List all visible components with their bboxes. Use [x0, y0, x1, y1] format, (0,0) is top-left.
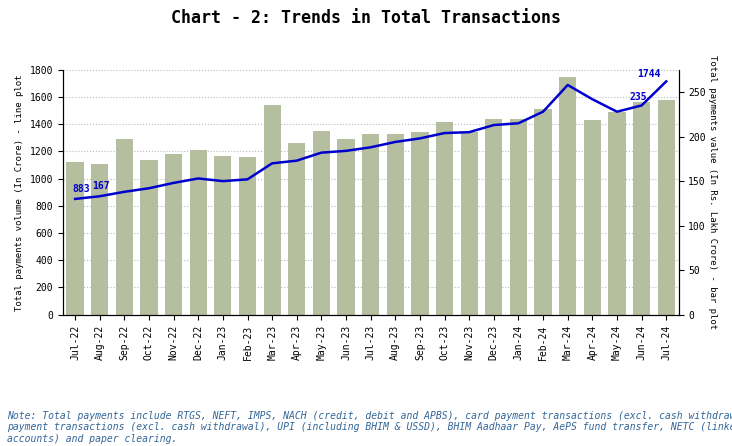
Bar: [633, 103, 650, 315]
Text: 1744: 1744: [637, 69, 660, 79]
Bar: [141, 160, 157, 315]
Text: 235: 235: [630, 92, 647, 102]
Y-axis label: Total payments volume (In Crore) - line plot: Total payments volume (In Crore) - line …: [15, 74, 24, 310]
Bar: [386, 134, 404, 315]
Bar: [214, 156, 231, 315]
Bar: [608, 112, 626, 315]
Bar: [509, 119, 527, 315]
Bar: [460, 132, 478, 315]
Bar: [264, 105, 281, 315]
Bar: [559, 77, 576, 315]
Bar: [313, 131, 330, 315]
Bar: [116, 139, 133, 315]
Bar: [239, 157, 256, 315]
Bar: [485, 119, 502, 315]
Bar: [190, 150, 207, 315]
Text: Chart - 2: Trends in Total Transactions: Chart - 2: Trends in Total Transactions: [171, 9, 561, 27]
Text: 883: 883: [72, 184, 90, 194]
Text: 167: 167: [92, 181, 110, 191]
Y-axis label: Total payments value (In Rs. Lakh Crore) - bar plot: Total payments value (In Rs. Lakh Crore)…: [708, 55, 717, 329]
Bar: [436, 121, 453, 315]
Bar: [288, 143, 305, 315]
Bar: [583, 120, 601, 315]
Bar: [362, 134, 379, 315]
Bar: [337, 139, 354, 315]
Bar: [534, 109, 552, 315]
Text: Note: Total payments include RTGS, NEFT, IMPS, NACH (credit, debit and APBS), ca: Note: Total payments include RTGS, NEFT,…: [7, 411, 732, 444]
Bar: [411, 132, 428, 315]
Bar: [165, 154, 182, 315]
Bar: [91, 164, 108, 315]
Bar: [657, 100, 675, 315]
Bar: [67, 162, 83, 315]
